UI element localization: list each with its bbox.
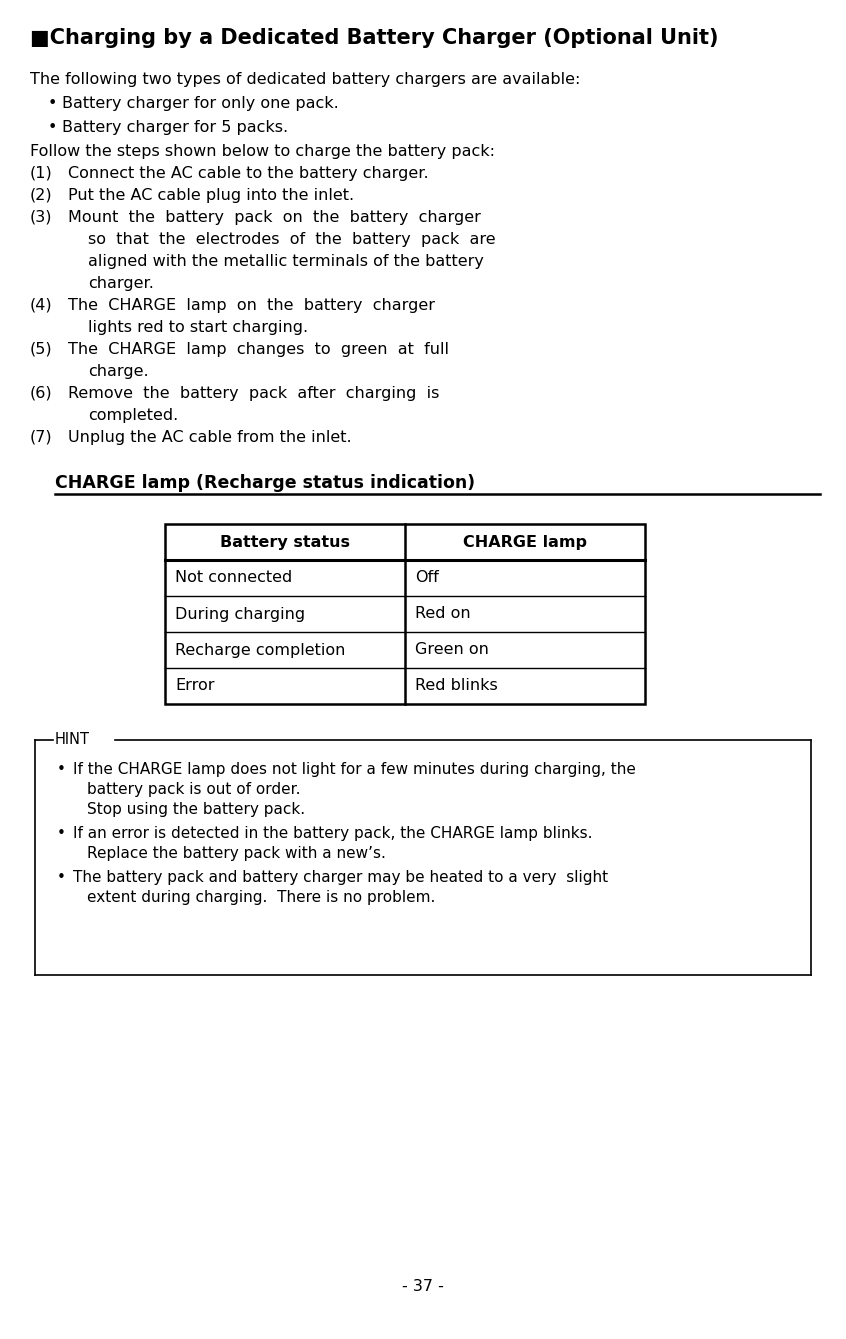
Text: charge.: charge. bbox=[88, 364, 149, 379]
Text: Unplug the AC cable from the inlet.: Unplug the AC cable from the inlet. bbox=[68, 430, 352, 445]
Text: Battery status: Battery status bbox=[220, 534, 350, 549]
Text: (6): (6) bbox=[30, 386, 52, 400]
Text: HINT: HINT bbox=[55, 732, 90, 747]
Text: The  CHARGE  lamp  on  the  battery  charger: The CHARGE lamp on the battery charger bbox=[68, 299, 435, 313]
Text: Connect the AC cable to the battery charger.: Connect the AC cable to the battery char… bbox=[68, 166, 429, 181]
Text: •: • bbox=[48, 96, 58, 111]
Text: Error: Error bbox=[175, 679, 215, 694]
Text: Red on: Red on bbox=[415, 607, 470, 621]
Text: (7): (7) bbox=[30, 430, 52, 445]
Text: - 37 -: - 37 - bbox=[402, 1279, 444, 1293]
Text: completed.: completed. bbox=[88, 408, 179, 423]
Text: •: • bbox=[48, 121, 58, 135]
Text: Green on: Green on bbox=[415, 643, 489, 657]
Text: Put the AC cable plug into the inlet.: Put the AC cable plug into the inlet. bbox=[68, 187, 354, 204]
Text: Battery charger for only one pack.: Battery charger for only one pack. bbox=[62, 96, 338, 111]
Text: aligned with the metallic terminals of the battery: aligned with the metallic terminals of t… bbox=[88, 254, 484, 269]
Text: If an error is detected in the battery pack, the CHARGE lamp blinks.: If an error is detected in the battery p… bbox=[73, 826, 592, 841]
Text: Mount  the  battery  pack  on  the  battery  charger: Mount the battery pack on the battery ch… bbox=[68, 210, 481, 225]
Text: (3): (3) bbox=[30, 210, 52, 225]
Text: (5): (5) bbox=[30, 341, 52, 358]
Text: (1): (1) bbox=[30, 166, 52, 181]
Text: If the CHARGE lamp does not light for a few minutes during charging, the: If the CHARGE lamp does not light for a … bbox=[73, 762, 636, 777]
Text: •: • bbox=[57, 826, 66, 841]
Text: CHARGE lamp (Recharge status indication): CHARGE lamp (Recharge status indication) bbox=[55, 474, 475, 491]
Text: Recharge completion: Recharge completion bbox=[175, 643, 345, 657]
Text: •: • bbox=[57, 870, 66, 885]
Text: Off: Off bbox=[415, 570, 439, 585]
Text: extent during charging.  There is no problem.: extent during charging. There is no prob… bbox=[87, 890, 436, 905]
Text: The  CHARGE  lamp  changes  to  green  at  full: The CHARGE lamp changes to green at full bbox=[68, 341, 449, 358]
Text: During charging: During charging bbox=[175, 607, 305, 621]
Bar bbox=[165, 524, 645, 704]
Text: (4): (4) bbox=[30, 299, 52, 313]
Text: Remove  the  battery  pack  after  charging  is: Remove the battery pack after charging i… bbox=[68, 386, 439, 400]
Text: lights red to start charging.: lights red to start charging. bbox=[88, 320, 308, 335]
Text: so  that  the  electrodes  of  the  battery  pack  are: so that the electrodes of the battery pa… bbox=[88, 232, 496, 246]
Text: Follow the steps shown below to charge the battery pack:: Follow the steps shown below to charge t… bbox=[30, 145, 495, 159]
Text: The battery pack and battery charger may be heated to a very  slight: The battery pack and battery charger may… bbox=[73, 870, 608, 885]
Text: charger.: charger. bbox=[88, 276, 154, 291]
Text: Replace the battery pack with a new’s.: Replace the battery pack with a new’s. bbox=[87, 846, 386, 861]
Text: •: • bbox=[57, 762, 66, 777]
Text: battery pack is out of order.: battery pack is out of order. bbox=[87, 782, 300, 797]
Text: Not connected: Not connected bbox=[175, 570, 292, 585]
Text: CHARGE lamp: CHARGE lamp bbox=[463, 534, 587, 549]
Text: The following two types of dedicated battery chargers are available:: The following two types of dedicated bat… bbox=[30, 72, 580, 87]
Text: Battery charger for 5 packs.: Battery charger for 5 packs. bbox=[62, 121, 288, 135]
Text: Red blinks: Red blinks bbox=[415, 679, 497, 694]
Text: Stop using the battery pack.: Stop using the battery pack. bbox=[87, 802, 305, 817]
Text: ■Charging by a Dedicated Battery Charger (Optional Unit): ■Charging by a Dedicated Battery Charger… bbox=[30, 28, 718, 48]
Text: (2): (2) bbox=[30, 187, 52, 204]
